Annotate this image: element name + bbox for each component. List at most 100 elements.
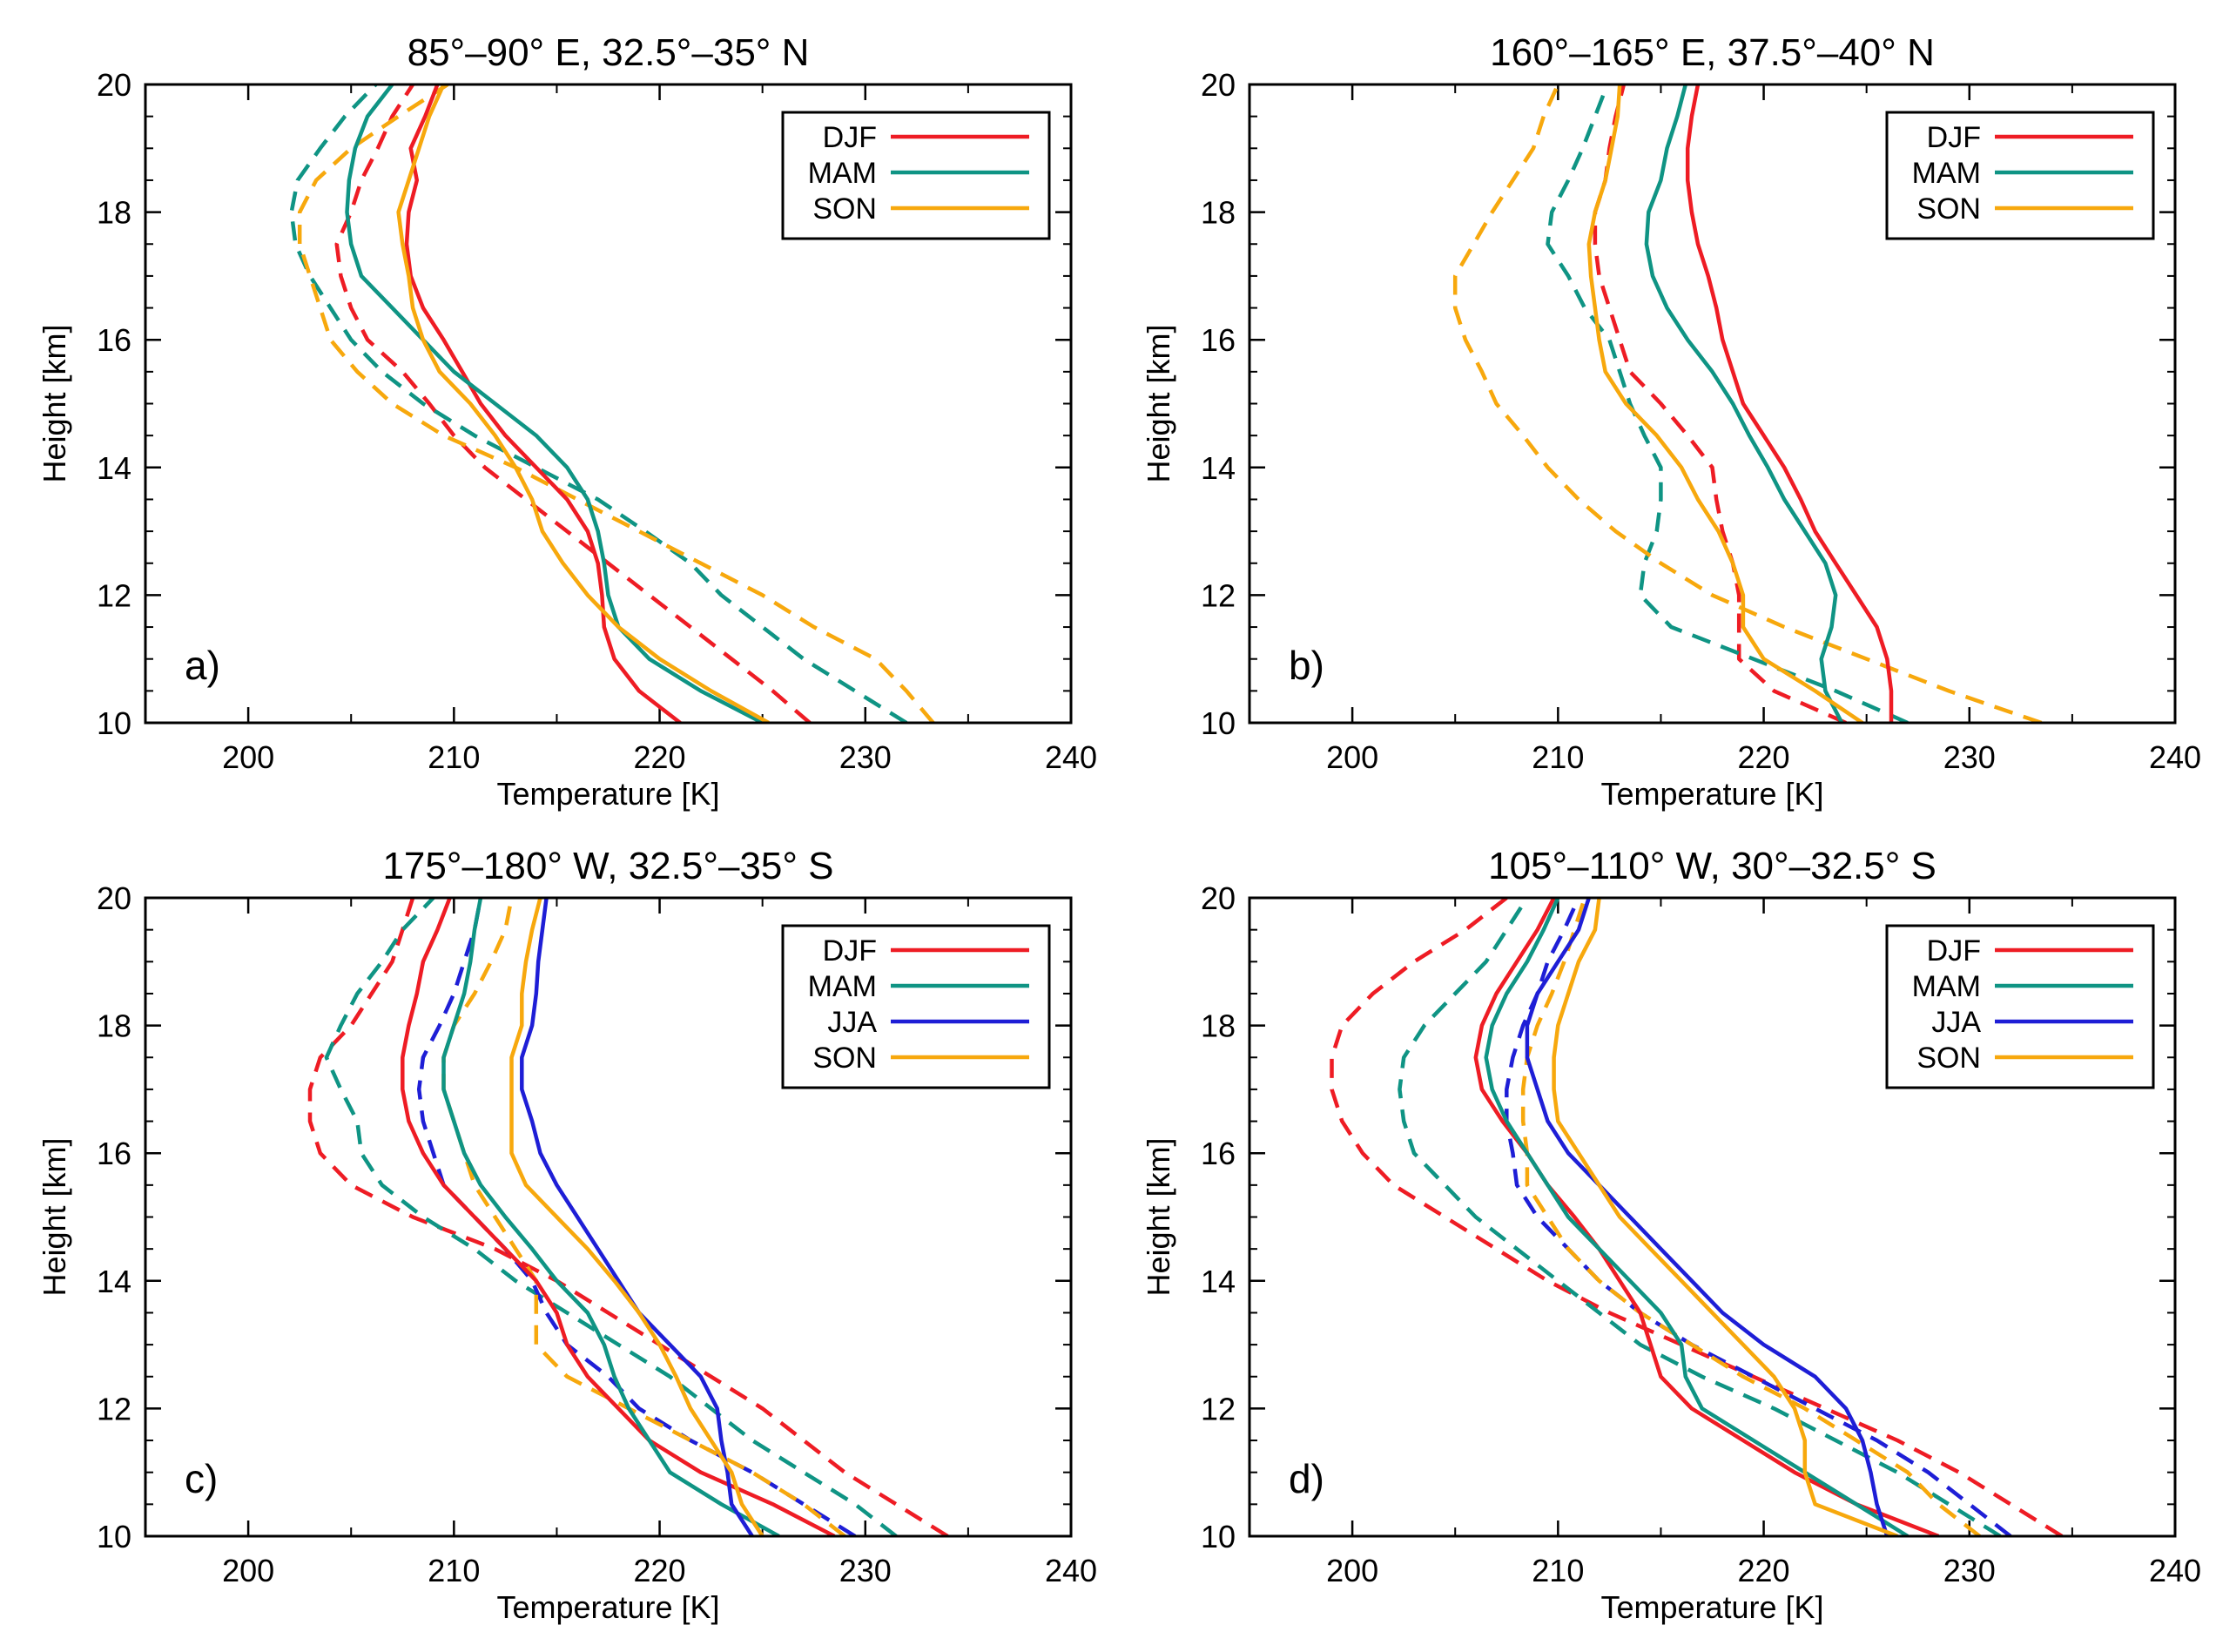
legend-label: DJF: [1927, 934, 1981, 968]
series-line-djf-dashed: [307, 898, 949, 1536]
series-line-djf-dashed: [1593, 84, 1847, 723]
series-line-mam-dashed: [324, 898, 898, 1536]
y-tick-label: 18: [97, 195, 131, 231]
series-line-son-solid: [1552, 898, 1898, 1536]
y-tick-label: 14: [97, 1264, 131, 1299]
panel-label: b): [1289, 643, 1324, 688]
y-tick-label: 16: [97, 322, 131, 358]
x-tick-label: 240: [1045, 1553, 1097, 1588]
chart-title: 160°–165° E, 37.5°–40° N: [1490, 31, 1935, 74]
chart-panel-4: 105°–110° W, 30°–32.5° S 200 210 220 230 240 1…: [1141, 845, 2201, 1625]
series-line-djf-dashed: [334, 84, 812, 723]
series-line-jja-solid: [1525, 898, 1889, 1536]
legend-label: JJA: [1931, 1006, 1981, 1039]
y-tick-label: 18: [97, 1008, 131, 1044]
y-tick-label: 12: [1201, 577, 1236, 613]
series-line-son-solid: [1586, 84, 1864, 723]
legend-label: SON: [1916, 192, 1981, 226]
y-tick-label: 18: [1201, 195, 1236, 231]
legend-label: MAM: [1912, 970, 1981, 1003]
panel-label: d): [1289, 1456, 1324, 1501]
x-tick-label: 220: [634, 1553, 686, 1588]
legend-box: [1885, 111, 2155, 240]
legend-label: DJF: [823, 934, 877, 968]
x-tick-label: 230: [839, 1553, 892, 1588]
y-axis-label: Height [km]: [1141, 324, 1176, 482]
legend-label: SON: [1916, 1042, 1981, 1075]
y-tick-label: 20: [1201, 67, 1236, 103]
x-tick-label: 210: [1532, 739, 1584, 775]
x-tick-label: 230: [839, 739, 892, 775]
x-tick-label: 220: [1738, 739, 1790, 775]
legend-box: [781, 111, 1051, 240]
y-tick-label: 20: [97, 67, 131, 103]
x-axis-label: Temperature [K]: [1600, 776, 1823, 812]
y-tick-label: 10: [97, 705, 131, 741]
x-tick-label: 210: [428, 739, 480, 775]
x-tick-label: 200: [1326, 739, 1378, 775]
x-tick-label: 230: [1943, 1553, 1996, 1588]
legend-box: [1885, 924, 2155, 1089]
legend-label: SON: [812, 192, 877, 226]
series-line-djf-dashed: [1330, 898, 2064, 1536]
y-tick-label: 12: [1201, 1391, 1236, 1426]
x-tick-label: 200: [1326, 1553, 1378, 1588]
chart-panel-2: 160°–165° E, 37.5°–40° N 200 210 220 230 240 1…: [1141, 31, 2201, 812]
chart-title: 85°–90° E, 32.5°–35° N: [408, 31, 810, 74]
series-line-mam-solid: [441, 898, 780, 1536]
chart-title: 175°–180° W, 32.5°–35° S: [382, 845, 833, 887]
series-line-djf-solid: [1473, 898, 1940, 1536]
x-tick-label: 220: [1738, 1553, 1790, 1588]
legend-box: [781, 924, 1051, 1089]
y-tick-label: 12: [97, 1391, 131, 1426]
chart-panel-1: 85°–90° E, 32.5°–35° N 200 210 220 230 240 10 1…: [37, 31, 1097, 812]
series-line-djf-solid: [404, 84, 682, 723]
x-tick-label: 240: [2149, 1553, 2201, 1588]
y-tick-label: 12: [97, 577, 131, 613]
x-tick-label: 210: [1532, 1553, 1584, 1588]
plot-frame: [144, 83, 1073, 725]
series-line-mam-solid: [345, 84, 764, 723]
y-tick-label: 16: [1201, 1136, 1236, 1171]
x-tick-label: 240: [1045, 739, 1097, 775]
legend-label: DJF: [1927, 121, 1981, 154]
x-axis-label: Temperature [K]: [496, 776, 719, 812]
series-line-djf-solid: [401, 898, 836, 1536]
y-tick-label: 14: [1201, 450, 1236, 486]
x-axis-label: Temperature [K]: [1600, 1589, 1823, 1625]
legend-label: JJA: [827, 1006, 877, 1039]
x-tick-label: 240: [2149, 739, 2201, 775]
y-axis-label: Height [km]: [1141, 1137, 1176, 1296]
chart-panel-3: 175°–180° W, 32.5°–35° S 200 210 220 230 240 1…: [37, 845, 1097, 1625]
series-line-son-dashed: [1452, 84, 2043, 723]
plot-frame: [1248, 896, 2177, 1538]
x-tick-label: 230: [1943, 739, 1996, 775]
legend-label: MAM: [808, 970, 877, 1003]
x-tick-label: 200: [222, 1553, 274, 1588]
legend-label: DJF: [823, 121, 877, 154]
y-axis-label: Height [km]: [37, 324, 72, 482]
series-line-son-dashed: [441, 898, 846, 1536]
legend-label: MAM: [808, 157, 877, 190]
plot-frame: [1248, 83, 2177, 725]
chart-title: 105°–110° W, 30°–32.5° S: [1488, 845, 1936, 887]
y-tick-label: 18: [1201, 1008, 1236, 1044]
plot-area: [307, 898, 949, 1536]
series-line-mam-dashed: [1398, 898, 2002, 1536]
series-line-mam-dashed: [1546, 84, 1909, 723]
x-tick-label: 210: [428, 1553, 480, 1588]
y-axis-label: Height [km]: [37, 1137, 72, 1296]
plot-area: [289, 84, 935, 723]
series-line-mam-solid: [1644, 84, 1844, 723]
y-tick-label: 10: [97, 1519, 131, 1554]
series-line-jja-solid: [520, 898, 754, 1536]
plot-frame: [144, 896, 1073, 1538]
y-tick-label: 16: [97, 1136, 131, 1171]
plot-area: [1452, 84, 2043, 723]
y-tick-label: 10: [1201, 705, 1236, 741]
x-axis-label: Temperature [K]: [496, 1589, 719, 1625]
plot-area: [1330, 898, 2064, 1536]
